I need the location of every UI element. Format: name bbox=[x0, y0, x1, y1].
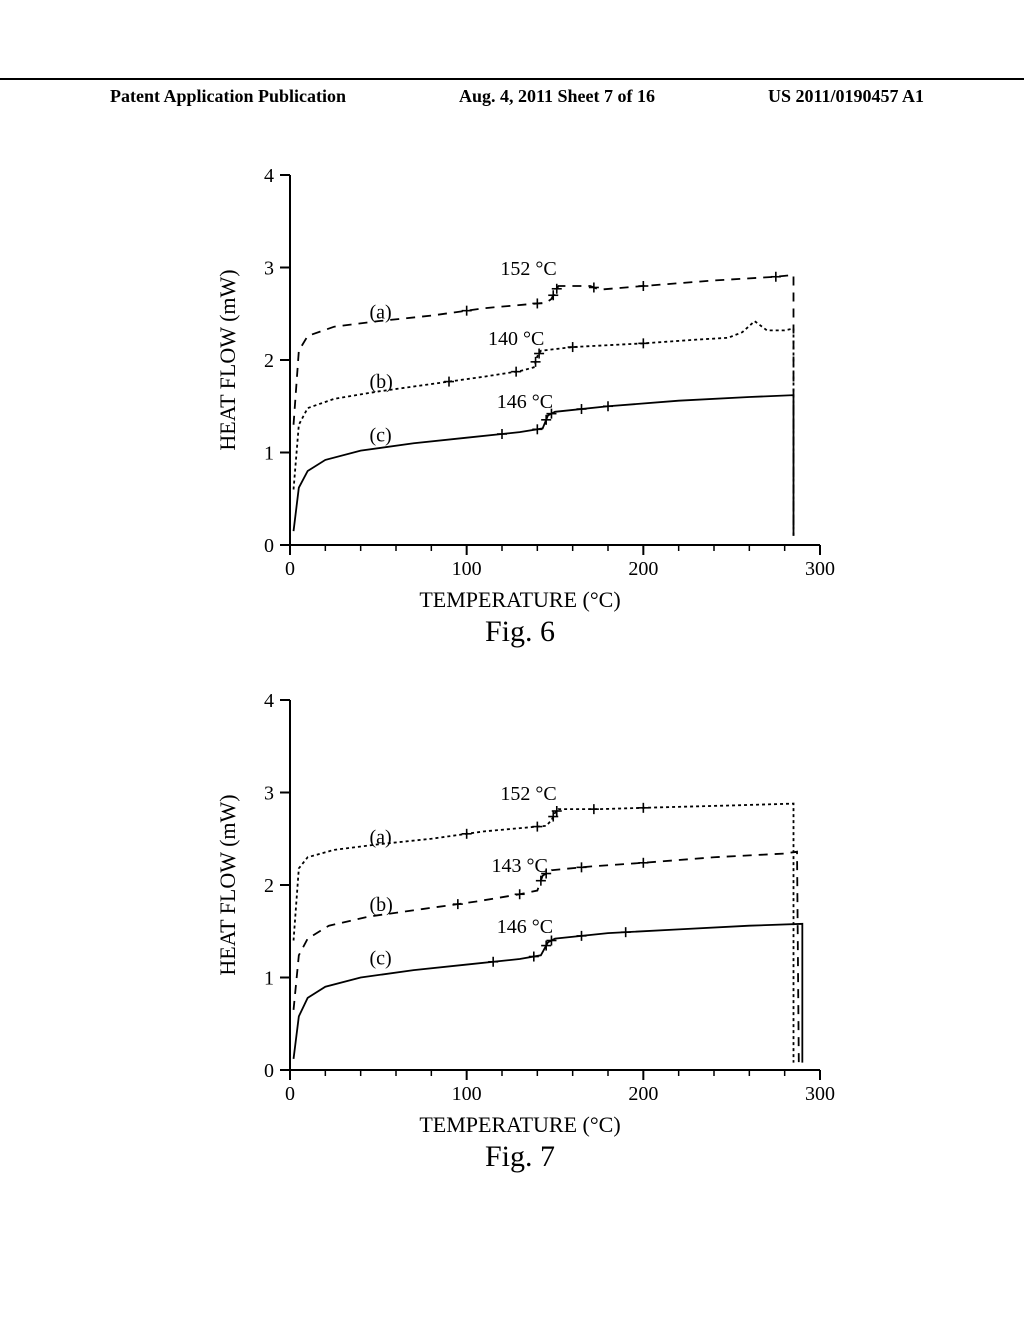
svg-text:0: 0 bbox=[264, 535, 274, 557]
xlabel-fig6: TEMPERATURE (°C) bbox=[200, 587, 840, 613]
svg-text:(c): (c) bbox=[370, 424, 392, 446]
svg-text:3: 3 bbox=[264, 783, 274, 805]
svg-text:300: 300 bbox=[805, 1083, 835, 1105]
svg-text:2: 2 bbox=[264, 875, 274, 897]
svg-text:0: 0 bbox=[264, 1060, 274, 1082]
caption-fig6: Fig. 6 bbox=[200, 615, 840, 649]
svg-text:0: 0 bbox=[285, 558, 295, 580]
svg-text:152 °C: 152 °C bbox=[500, 783, 556, 805]
header-center: Aug. 4, 2011 Sheet 7 of 16 bbox=[459, 86, 655, 107]
xlabel-fig7: TEMPERATURE (°C) bbox=[200, 1112, 840, 1138]
svg-text:146 °C: 146 °C bbox=[497, 391, 553, 413]
chart-svg-fig6: 0 1 2 3 4 0 100 200 300 HEAT FLOW (mW) (a) 152 °C (b… bbox=[200, 155, 840, 585]
page: Patent Application Publication Aug. 4, 2… bbox=[0, 0, 1024, 1320]
svg-text:1: 1 bbox=[264, 443, 274, 465]
svg-text:(b): (b) bbox=[370, 371, 393, 393]
svg-text:HEAT FLOW (mW): HEAT FLOW (mW) bbox=[215, 794, 240, 975]
svg-text:3: 3 bbox=[264, 258, 274, 280]
svg-text:(c): (c) bbox=[370, 948, 392, 970]
svg-text:146 °C: 146 °C bbox=[497, 916, 553, 938]
svg-text:4: 4 bbox=[264, 165, 274, 187]
svg-text:152 °C: 152 °C bbox=[500, 258, 556, 280]
svg-text:100: 100 bbox=[452, 1083, 482, 1105]
svg-text:0: 0 bbox=[285, 1083, 295, 1105]
chart-svg-fig7: 0 1 2 3 4 0 100 200 300 HEAT FLOW (mW) (a) 152 °C (b… bbox=[200, 680, 840, 1110]
svg-text:2: 2 bbox=[264, 350, 274, 372]
svg-text:(a): (a) bbox=[370, 826, 392, 848]
header-right: US 2011/0190457 A1 bbox=[768, 86, 924, 107]
header-left: Patent Application Publication bbox=[110, 86, 346, 107]
svg-text:200: 200 bbox=[628, 558, 658, 580]
caption-fig7: Fig. 7 bbox=[200, 1140, 840, 1174]
svg-text:300: 300 bbox=[805, 558, 835, 580]
svg-text:(a): (a) bbox=[370, 301, 392, 323]
figure-6: 0 1 2 3 4 0 100 200 300 HEAT FLOW (mW) (a) 152 °C (b… bbox=[200, 155, 840, 649]
figure-7: 0 1 2 3 4 0 100 200 300 HEAT FLOW (mW) (a) 152 °C (b… bbox=[200, 680, 840, 1174]
svg-text:143 °C: 143 °C bbox=[491, 855, 547, 877]
svg-text:140 °C: 140 °C bbox=[488, 328, 544, 350]
svg-text:HEAT FLOW (mW): HEAT FLOW (mW) bbox=[215, 269, 240, 450]
svg-text:200: 200 bbox=[628, 1083, 658, 1105]
svg-text:100: 100 bbox=[452, 558, 482, 580]
svg-text:1: 1 bbox=[264, 968, 274, 990]
svg-text:(b): (b) bbox=[370, 894, 393, 916]
page-header: Patent Application Publication Aug. 4, 2… bbox=[0, 78, 1024, 107]
svg-text:4: 4 bbox=[264, 690, 274, 712]
